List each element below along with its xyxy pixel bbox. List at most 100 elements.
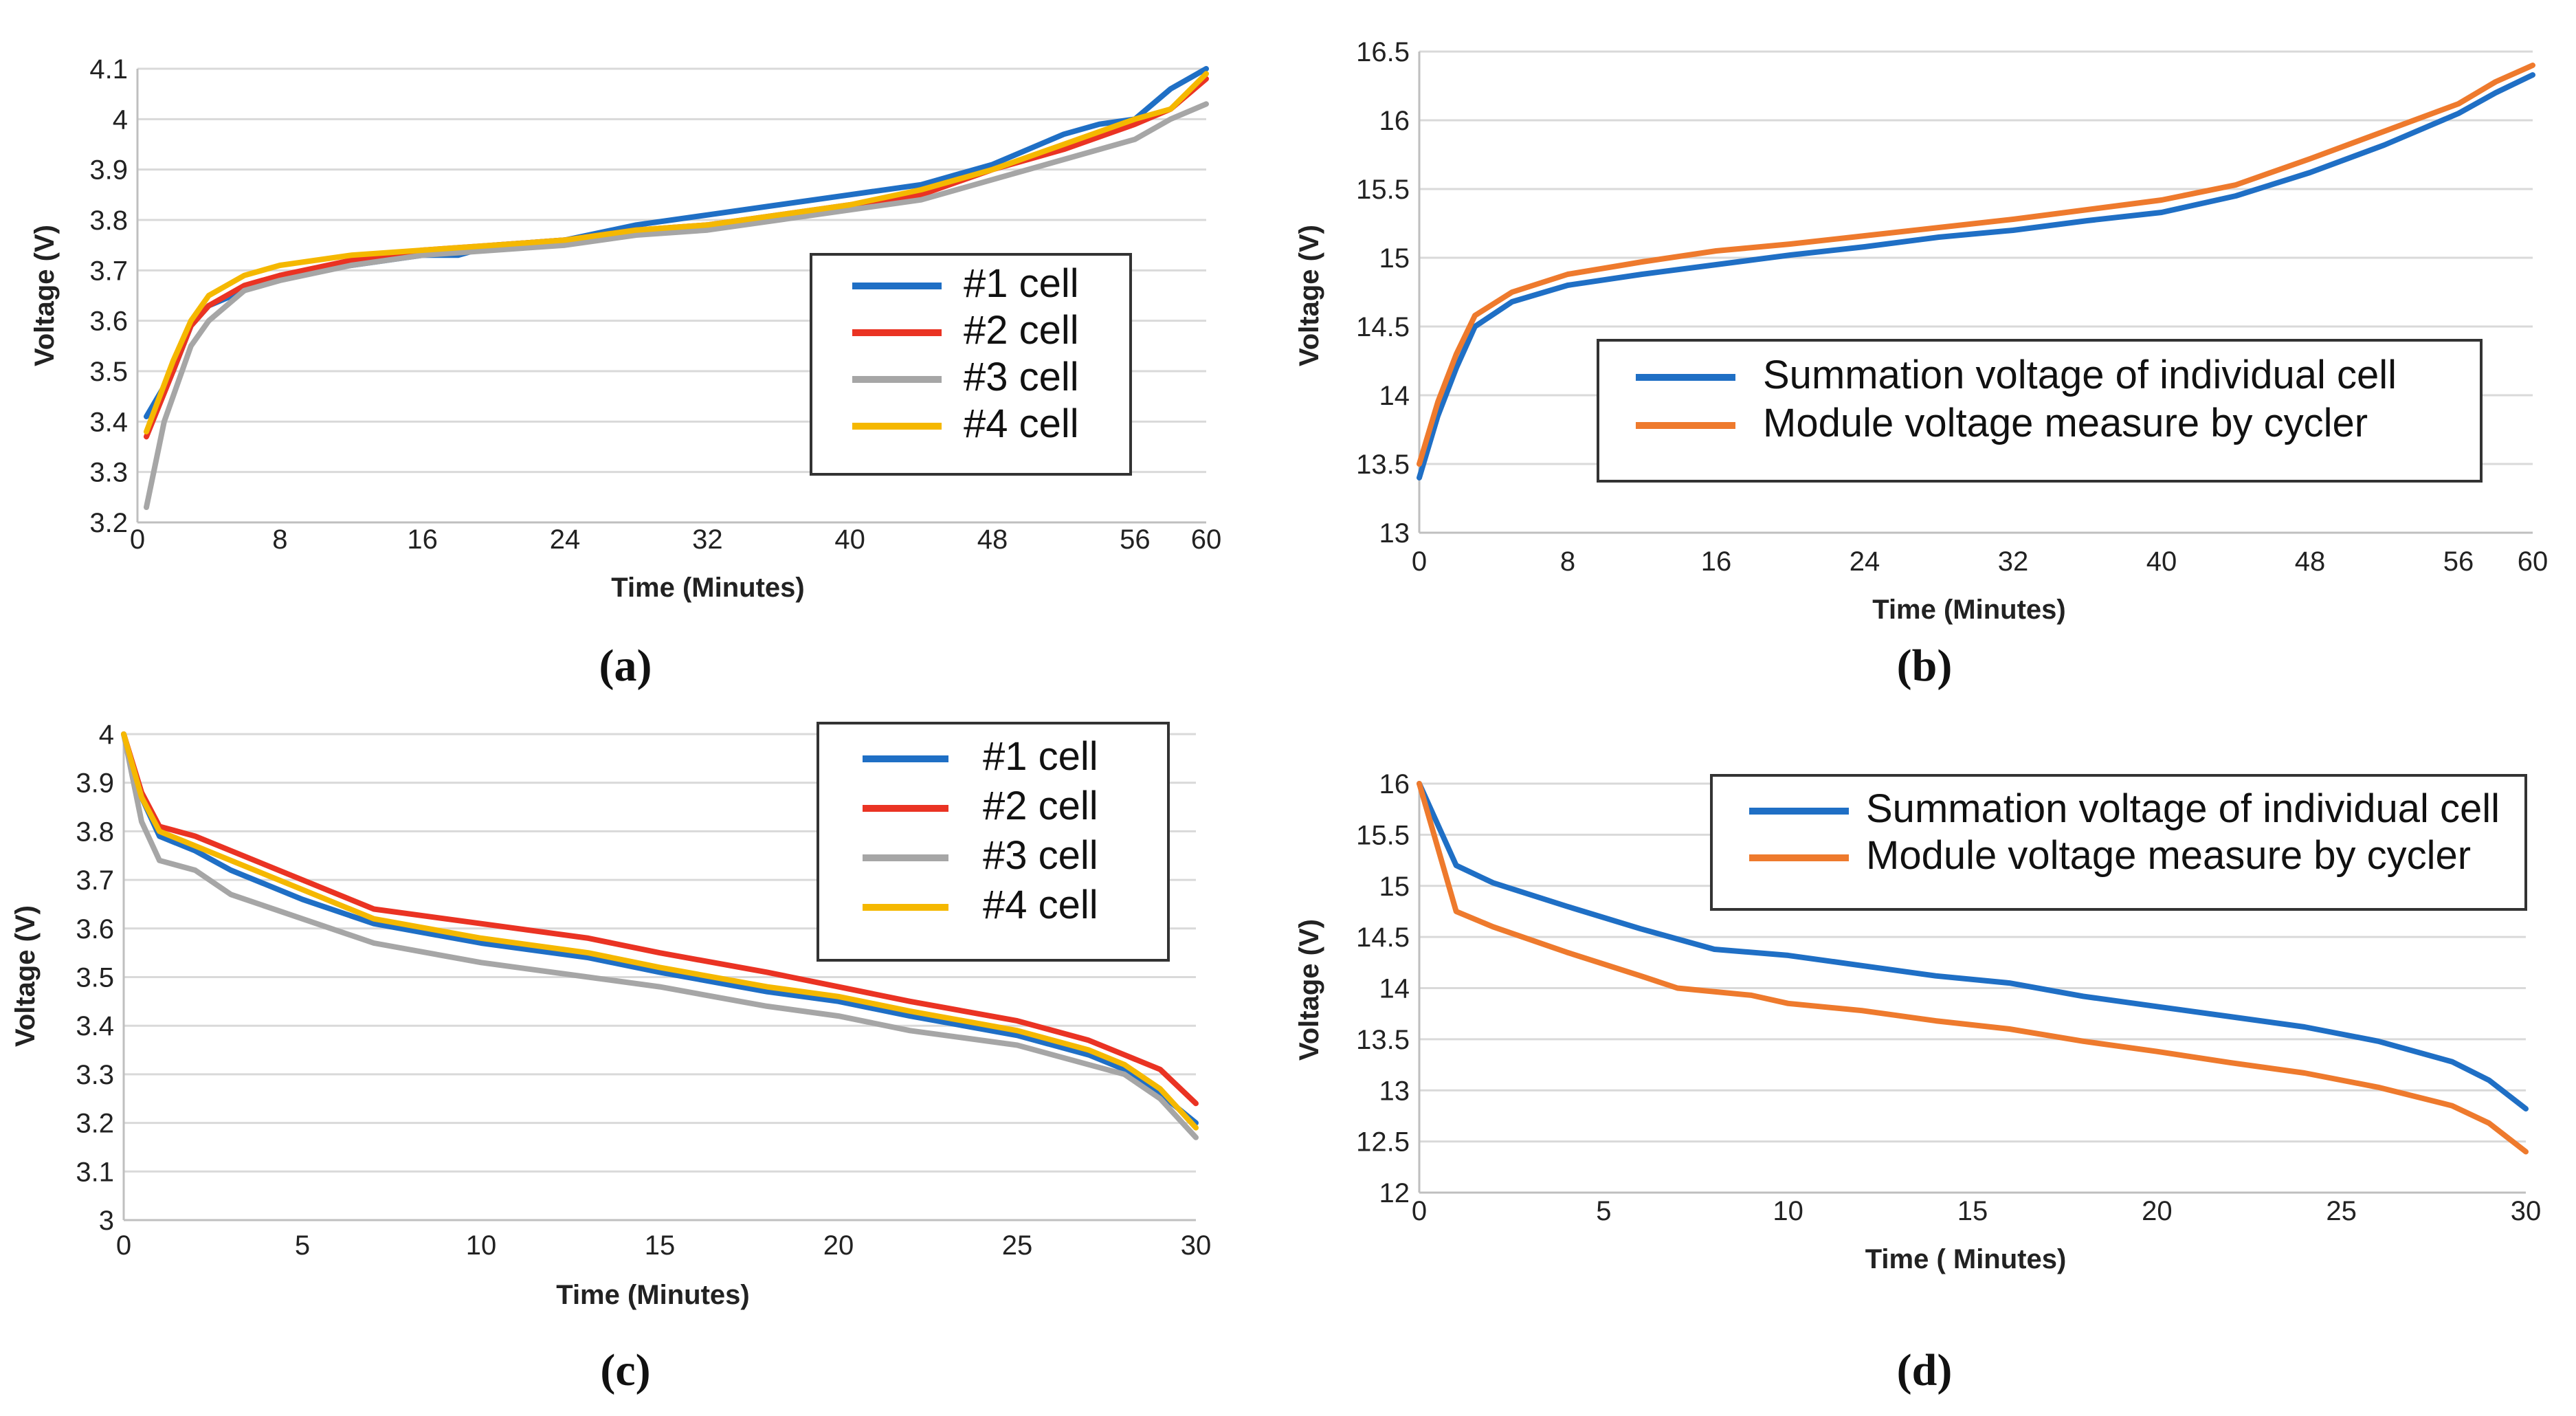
y-tick-label: 3.2	[89, 508, 128, 538]
legend-box	[1597, 339, 2483, 483]
x-tick-label: 20	[823, 1230, 854, 1261]
x-tick-label: 10	[466, 1230, 497, 1261]
y-tick-label: 3.5	[76, 963, 114, 993]
series-line-2	[121, 731, 1199, 1107]
y-axis-title: Voltage (V)	[30, 225, 60, 366]
x-tick-label: 8	[272, 524, 287, 555]
legend-label: #3 cell	[983, 833, 1098, 878]
legend-label: #1 cell	[964, 261, 1079, 306]
x-tick-label: 15	[645, 1230, 676, 1261]
y-tick-label: 3.6	[89, 307, 128, 337]
y-tick-label: 4	[113, 104, 128, 135]
legend: #1 cell#2 cell#3 cell#4 cell	[817, 722, 1170, 962]
panel-label: (b)	[1897, 641, 1953, 691]
x-tick-label: 15	[1957, 1196, 1988, 1226]
y-tick-label: 16	[1379, 106, 1410, 136]
y-tick-label: 12.5	[1356, 1127, 1410, 1158]
x-tick-label: 48	[977, 524, 1008, 555]
series-line-4	[121, 731, 1199, 1131]
chart-panel-0: 3.2 3.3 3.4 3.5 3.6 3.7 3.8 3.9 4 4.1 0 8 16 24 32 40 48…	[30, 54, 1221, 691]
x-tick-label: 32	[1998, 546, 2029, 577]
x-tick-label: 16	[1701, 546, 1732, 577]
y-tick-label: 15.5	[1356, 820, 1410, 850]
legend-label: Summation voltage of individual cell	[1866, 786, 2500, 831]
y-tick-label: 13.5	[1356, 1025, 1410, 1055]
y-tick-label: 14	[1379, 381, 1410, 411]
y-tick-label: 4.1	[89, 54, 128, 85]
series-line-3	[121, 731, 1199, 1140]
x-tick-label: 16	[407, 524, 438, 555]
legend-label: #2 cell	[983, 784, 1098, 828]
panel-label: (a)	[599, 641, 652, 691]
panel-label: (d)	[1897, 1345, 1953, 1395]
x-tick-label: 30	[2511, 1196, 2542, 1226]
legend: Summation voltage of individual cellModu…	[1597, 339, 2483, 483]
x-tick-label: 40	[834, 524, 865, 555]
x-tick-label: 24	[550, 524, 581, 555]
x-axis-title: Time (Minutes)	[611, 573, 805, 603]
y-tick-label: 13.5	[1356, 450, 1410, 480]
x-tick-label: 32	[692, 524, 723, 555]
x-tick-label: 0	[1412, 1196, 1427, 1226]
legend-label: Module voltage measure by cycler	[1763, 401, 2368, 445]
y-tick-label: 3.8	[76, 817, 114, 847]
y-tick-label: 14.5	[1356, 312, 1410, 342]
panel-label: (c)	[600, 1345, 650, 1395]
y-tick-label: 3.3	[89, 458, 128, 488]
y-tick-label: 3.4	[76, 1011, 114, 1041]
y-tick-label: 3.9	[76, 768, 114, 799]
y-tick-label: 16.5	[1356, 37, 1410, 67]
x-tick-label: 25	[1002, 1230, 1033, 1261]
legend: #1 cell#2 cell#3 cell#4 cell	[810, 253, 1132, 476]
series-line-1	[1417, 72, 2535, 480]
series-line-3	[144, 101, 1209, 510]
x-axis-title: Time (Minutes)	[1872, 595, 2066, 625]
y-tick-label: 3.7	[89, 256, 128, 286]
y-tick-label: 3.5	[89, 357, 128, 387]
y-axis-title: Voltage (V)	[10, 905, 41, 1047]
legend-box	[1710, 774, 2527, 911]
y-axis-title: Voltage (V)	[1294, 919, 1324, 1061]
x-tick-label: 0	[1412, 546, 1427, 577]
x-tick-label: 25	[2326, 1196, 2357, 1226]
chart-panel-1: 13 13.5 14 14.5 15 15.5 16 16.5 0 8 16 24 32 40 48 56 60…	[1294, 37, 2548, 691]
x-tick-label: 56	[1120, 524, 1151, 555]
y-axis-title: Voltage (V)	[1294, 225, 1324, 366]
y-tick-label: 3.4	[89, 407, 128, 437]
x-tick-label: 0	[130, 524, 145, 555]
x-tick-label: 0	[116, 1230, 131, 1261]
y-tick-label: 3.7	[76, 865, 114, 896]
legend: Summation voltage of individual cellModu…	[1710, 774, 2527, 911]
y-tick-label: 3.3	[76, 1060, 114, 1090]
x-tick-label: 48	[2295, 546, 2326, 577]
x-tick-label: 5	[295, 1230, 310, 1261]
y-tick-label: 15	[1379, 872, 1410, 902]
legend-label: #4 cell	[964, 401, 1079, 446]
y-tick-label: 12	[1379, 1178, 1410, 1208]
legend-label: #2 cell	[964, 308, 1079, 353]
y-tick-label: 16	[1379, 769, 1410, 799]
x-tick-label: 5	[1596, 1196, 1611, 1226]
y-tick-label: 3	[99, 1206, 114, 1236]
x-tick-label: 24	[1850, 546, 1880, 577]
legend-label: Module voltage measure by cycler	[1866, 833, 2471, 878]
x-tick-label: 20	[2142, 1196, 2173, 1226]
chart-panel-3: 12 12.5 13 13.5 14 14.5 15 15.5 16 0 5 10 15 20 25 30 Ti…	[1294, 769, 2541, 1395]
legend-box	[810, 253, 1132, 476]
y-tick-label: 13	[1379, 518, 1410, 549]
chart-panel-2: 3 3.1 3.2 3.3 3.4 3.5 3.6 3.7 3.8 3.9 4 0 5 10 15 20 25 3…	[10, 720, 1211, 1395]
series-line-1	[1417, 781, 2529, 1111]
series-line-2	[1417, 781, 2529, 1155]
y-tick-label: 13	[1379, 1076, 1410, 1106]
y-tick-label: 3.9	[89, 155, 128, 186]
legend-label: #1 cell	[983, 734, 1098, 779]
series-line-4	[144, 71, 1209, 434]
y-tick-label: 3.1	[76, 1157, 114, 1187]
y-tick-label: 15	[1379, 243, 1410, 274]
y-tick-label: 3.6	[76, 914, 114, 944]
y-tick-label: 4	[99, 720, 114, 750]
y-tick-label: 3.2	[76, 1109, 114, 1139]
x-tick-label: 56	[2443, 546, 2474, 577]
x-tick-label: 60	[2518, 546, 2549, 577]
